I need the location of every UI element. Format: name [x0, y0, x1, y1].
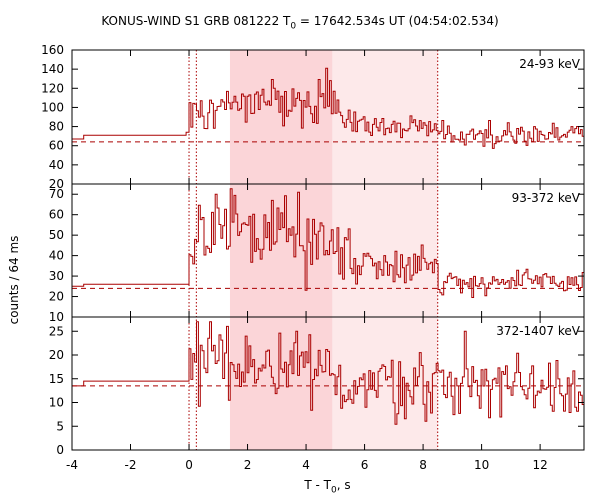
y-tick-label: 20	[49, 348, 64, 362]
y-tick-label: 5	[56, 419, 64, 433]
x-tick-label: 10	[474, 458, 489, 472]
y-axis-label-text: counts / 64 ms	[7, 235, 21, 325]
x-tick-label: 8	[419, 458, 427, 472]
y-tick-label: 100	[41, 100, 64, 114]
y-tick-label: 70	[49, 187, 64, 201]
x-tick-label: 2	[244, 458, 252, 472]
energy-band-label: 93-372 keV	[512, 191, 581, 205]
x-tick-label: 12	[532, 458, 547, 472]
panel-3: 0 5 10 15 20 25 372-1407 keV	[49, 316, 585, 457]
y-tick-label: 10	[49, 396, 64, 410]
x-tick-label: 4	[302, 458, 310, 472]
x-tick-label: -4	[66, 458, 78, 472]
light-curve-series	[72, 188, 584, 298]
x-tick-label: -2	[125, 458, 137, 472]
x-axis-label-subscript: 0	[331, 485, 337, 496]
chart-title-main: KONUS-WIND S1 GRB 081222	[101, 14, 280, 28]
y-tick-label: 10	[49, 310, 64, 324]
panel-2: 10 20 30 40 50 60 70 93-372 keV	[49, 183, 585, 324]
x-tick-label: 0	[185, 458, 193, 472]
light-curve-series	[72, 67, 584, 149]
y-tick-label: 40	[49, 158, 64, 172]
panel-frame	[71, 316, 585, 451]
y-tick-label: 15	[49, 372, 64, 386]
chart-title-t0-symbol: T	[283, 14, 291, 28]
x-axis-label-suffix: , s	[336, 478, 351, 492]
y-tick-label: 60	[49, 139, 64, 153]
x-axis-label: T - T0, s	[0, 478, 600, 495]
y-tick-label: 120	[41, 81, 64, 95]
chart-title-t0-subscript: 0	[290, 21, 297, 32]
x-axis-label-prefix: T - T	[304, 478, 331, 492]
panel-1: 20 40 60 80 100 120 140 160 24-93 keV	[41, 43, 585, 191]
energy-band-label: 24-93 keV	[519, 57, 581, 71]
y-tick-label: 25	[49, 324, 64, 338]
y-tick-label: 140	[41, 62, 64, 76]
y-tick-label: 160	[41, 43, 64, 57]
y-tick-label: 30	[49, 269, 64, 283]
chart-title: KONUS-WIND S1 GRB 081222 T0 = 17642.534s…	[0, 14, 600, 31]
y-tick-label: 0	[56, 443, 64, 457]
y-tick-label: 40	[49, 249, 64, 263]
y-tick-label: 80	[49, 120, 64, 134]
x-tick-label: 6	[361, 458, 369, 472]
y-tick-label: 60	[49, 208, 64, 222]
y-tick-label: 20	[49, 290, 64, 304]
y-tick-label: 20	[49, 177, 64, 191]
light-curve-series	[72, 321, 584, 425]
chart-title-t0-value: = 17642.534s UT (04:54:02.534)	[296, 14, 499, 28]
y-tick-label: 50	[49, 228, 64, 242]
energy-band-label: 372-1407 keV	[496, 324, 580, 338]
